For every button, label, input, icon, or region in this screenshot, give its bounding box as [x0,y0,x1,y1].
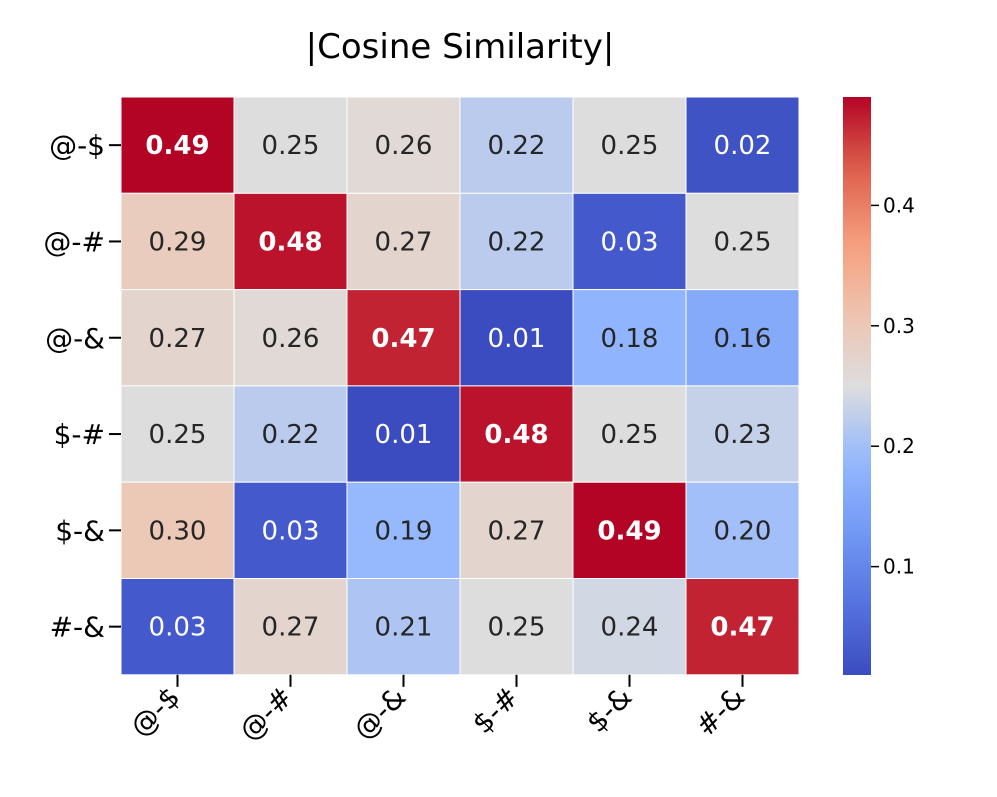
cell-value-label: 0.02 [714,131,772,161]
heatmap-cell [346,96,461,194]
cell-value-label: 0.25 [601,420,659,450]
cell-value-label: 0.27 [262,613,320,643]
x-axis: @-$ @-# @-& $-# $-& #-& [124,674,752,747]
cell-value-label: 0.03 [262,516,320,546]
cell-value-label: 0.48 [484,420,548,450]
heatmap-cell [459,96,574,194]
cell-value-label: 0.25 [149,420,207,450]
heatmap-cell [685,578,800,676]
cell-value-label: 0.27 [375,227,433,257]
y-tick-label: $-& [55,514,105,547]
y-tick-label: #-& [50,611,105,644]
y-tick-label: $-# [54,418,105,451]
cell-value-label: 0.49 [145,131,209,161]
cell-value-label: 0.21 [375,613,433,643]
cell-value-label: 0.16 [714,324,772,354]
colorbar: 0.1 0.2 0.3 0.4 [843,97,915,675]
cell-value-label: 0.29 [149,227,207,257]
x-tick-label: @-# [233,680,300,747]
cell-value-label: 0.18 [601,324,659,354]
heatmap-cell [685,385,800,483]
heatmap-cell [685,481,800,580]
heatmap-cell [685,289,800,387]
cell-value-label: 0.22 [488,131,546,161]
heatmap-cell [459,481,574,580]
cell-value-label: 0.03 [149,613,207,643]
heatmap-cell [120,578,235,676]
chart-title: |Cosine Similarity| [306,27,615,67]
heatmap-cell [346,385,461,483]
y-axis: @-$ @-# @-& $-# $-& #-& [43,129,121,644]
colorbar-tick-label: 0.3 [883,314,915,338]
x-tick-label: @-$ [124,680,187,743]
heatmap-cell [459,192,574,291]
heatmap-cell [120,96,235,194]
x-tick-label: $-# [466,680,526,740]
cell-value-label: 0.26 [375,131,433,161]
heatmap-cell [233,96,348,194]
cell-value-label: 0.19 [375,516,433,546]
x-tick-label: #-& [689,680,752,743]
heatmap-cell [233,385,348,483]
colorbar-gradient [843,97,871,675]
heatmap-cell [572,578,687,676]
cell-value-label: 0.25 [714,227,772,257]
heatmap-cell [233,289,348,387]
y-tick-label: @-$ [49,129,105,162]
cell-value-label: 0.03 [601,227,659,257]
heatmap-cells: 0.49 0.25 0.26 0.22 0.25 0.02 0.29 0.48 0.27 0.22… [120,96,800,676]
cell-value-label: 0.23 [714,420,772,450]
heatmap-cell [572,385,687,483]
heatmap-cell [233,192,348,291]
heatmap-cell [346,481,461,580]
heatmap-cell [572,289,687,387]
heatmap-cell [120,385,235,483]
heatmap-cell [572,96,687,194]
cell-value-label: 0.24 [601,613,659,643]
colorbar-tick-label: 0.1 [883,555,915,579]
cell-value-label: 0.30 [149,516,207,546]
heatmap-cell [685,96,800,194]
cell-value-label: 0.47 [371,324,435,354]
cell-value-label: 0.47 [710,613,774,643]
heatmap-cell [346,289,461,387]
colorbar-tick-label: 0.2 [883,434,915,458]
cell-value-label: 0.20 [714,516,772,546]
x-tick-label: $-& [580,680,639,739]
cell-value-label: 0.25 [601,131,659,161]
heatmap-cell [120,289,235,387]
cell-value-label: 0.26 [262,324,320,354]
heatmap-cell [685,192,800,291]
x-tick-label: @-& [347,680,413,746]
cell-value-label: 0.49 [597,516,661,546]
y-tick-label: @-& [45,322,105,355]
heatmap-cell [120,481,235,580]
cell-value-label: 0.01 [488,324,546,354]
cell-value-label: 0.48 [258,227,322,257]
cell-value-label: 0.25 [262,131,320,161]
heatmap-cell [459,289,574,387]
colorbar-tick-label: 0.4 [883,193,915,217]
cell-value-label: 0.22 [488,227,546,257]
heatmap-cell [572,481,687,580]
cell-value-label: 0.25 [488,613,546,643]
cell-value-label: 0.22 [262,420,320,450]
cell-value-label: 0.27 [149,324,207,354]
y-tick-label: @-# [43,225,105,258]
cell-value-label: 0.27 [488,516,546,546]
cell-value-label: 0.01 [375,420,433,450]
colorbar-ticks: 0.1 0.2 0.3 0.4 [871,193,915,579]
heatmap-cell [459,385,574,483]
